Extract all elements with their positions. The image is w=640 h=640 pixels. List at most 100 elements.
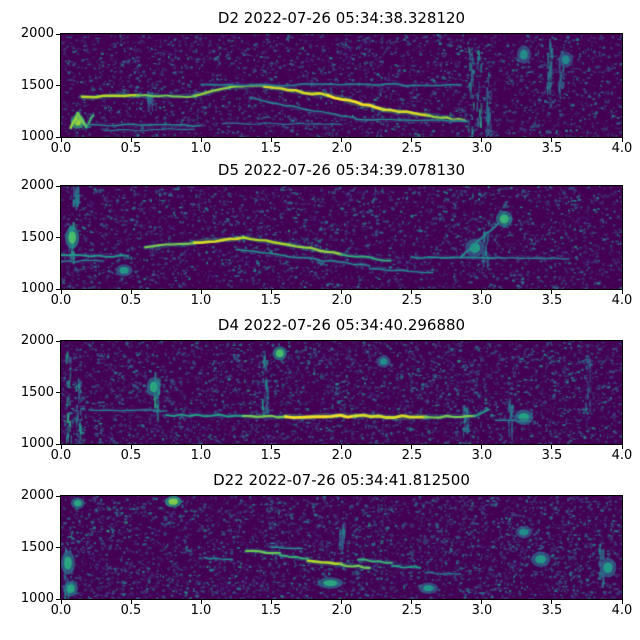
x-tick-mark bbox=[622, 600, 623, 604]
y-tick-label: 1000 bbox=[20, 436, 54, 451]
x-tick-mark bbox=[61, 600, 62, 604]
x-tick-mark bbox=[341, 290, 342, 294]
x-tick-mark bbox=[131, 290, 132, 294]
x-tick-label: 2.5 bbox=[401, 448, 423, 463]
x-tick-label: 0.5 bbox=[120, 448, 142, 463]
y-tick-label: 2000 bbox=[20, 26, 54, 41]
x-tick-label: 1.0 bbox=[190, 293, 212, 308]
subplot-d4: D4 2022-07-26 05:34:40.296880 2000 1500 10… bbox=[0, 316, 640, 468]
y-tick-mark bbox=[56, 599, 60, 600]
x-tick-mark bbox=[622, 445, 623, 449]
subplot-title: D22 2022-07-26 05:34:41.812500 bbox=[213, 471, 470, 489]
x-tick-label: 3.5 bbox=[541, 448, 563, 463]
x-tick-label: 3.0 bbox=[471, 141, 493, 156]
x-tick-label: 3.0 bbox=[471, 603, 493, 618]
x-tick-mark bbox=[481, 445, 482, 449]
y-tick-mark bbox=[56, 392, 60, 393]
x-tick-mark bbox=[622, 290, 623, 294]
x-tick-label: 1.5 bbox=[260, 293, 282, 308]
x-tick-label: 1.0 bbox=[190, 448, 212, 463]
x-tick-mark bbox=[271, 138, 272, 142]
x-tick-label: 0.0 bbox=[50, 603, 72, 618]
y-tick-mark bbox=[56, 186, 60, 187]
x-tick-label: 0.0 bbox=[50, 448, 72, 463]
x-tick-label: 2.0 bbox=[331, 293, 353, 308]
x-tick-label: 4.0 bbox=[611, 448, 633, 463]
spectrogram-plot-area bbox=[60, 33, 623, 138]
x-tick-label: 2.0 bbox=[331, 141, 353, 156]
subplot-d2: D2 2022-07-26 05:34:38.328120 2000 1500 10… bbox=[0, 9, 640, 161]
y-tick-mark bbox=[56, 137, 60, 138]
x-tick-mark bbox=[341, 600, 342, 604]
y-tick-mark bbox=[56, 85, 60, 86]
y-tick-mark bbox=[56, 34, 60, 35]
x-tick-mark bbox=[481, 290, 482, 294]
subplot-d5: D5 2022-07-26 05:34:39.078130 2000 1500 10… bbox=[0, 161, 640, 313]
x-tick-mark bbox=[411, 138, 412, 142]
x-tick-label: 3.5 bbox=[541, 603, 563, 618]
x-tick-mark bbox=[341, 138, 342, 142]
x-tick-mark bbox=[201, 445, 202, 449]
x-tick-mark bbox=[411, 445, 412, 449]
y-tick-label: 2000 bbox=[20, 488, 54, 503]
x-tick-label: 4.0 bbox=[611, 293, 633, 308]
x-tick-mark bbox=[481, 600, 482, 604]
y-tick-label: 1500 bbox=[20, 230, 54, 245]
subplot-title: D5 2022-07-26 05:34:39.078130 bbox=[217, 161, 466, 179]
spectrogram-canvas bbox=[61, 186, 622, 289]
x-tick-mark bbox=[411, 290, 412, 294]
x-tick-mark bbox=[551, 445, 552, 449]
x-tick-label: 2.5 bbox=[401, 603, 423, 618]
x-tick-label: 4.0 bbox=[611, 141, 633, 156]
spectrogram-canvas bbox=[61, 341, 622, 444]
spectrogram-plot-area bbox=[60, 185, 623, 290]
x-tick-mark bbox=[131, 445, 132, 449]
x-tick-mark bbox=[131, 138, 132, 142]
spectrogram-canvas bbox=[61, 496, 622, 599]
spectrogram-plot-area bbox=[60, 495, 623, 600]
spectrogram-plot-area bbox=[60, 340, 623, 445]
x-tick-label: 3.0 bbox=[471, 293, 493, 308]
x-tick-mark bbox=[271, 290, 272, 294]
y-tick-label: 1000 bbox=[20, 129, 54, 144]
x-tick-mark bbox=[341, 445, 342, 449]
x-tick-label: 1.0 bbox=[190, 141, 212, 156]
y-tick-label: 1500 bbox=[20, 385, 54, 400]
x-tick-mark bbox=[201, 290, 202, 294]
subplot-d22: D22 2022-07-26 05:34:41.812500 2000 1500 1… bbox=[0, 471, 640, 623]
x-tick-mark bbox=[551, 290, 552, 294]
spectrogram-canvas bbox=[61, 34, 622, 137]
x-tick-label: 1.5 bbox=[260, 141, 282, 156]
y-tick-mark bbox=[56, 444, 60, 445]
subplot-title: D4 2022-07-26 05:34:40.296880 bbox=[217, 316, 466, 334]
y-tick-mark bbox=[56, 496, 60, 497]
x-tick-label: 3.5 bbox=[541, 141, 563, 156]
y-tick-label: 1000 bbox=[20, 281, 54, 296]
y-tick-mark bbox=[56, 547, 60, 548]
x-tick-label: 3.5 bbox=[541, 293, 563, 308]
y-tick-mark bbox=[56, 341, 60, 342]
subplot-title: D2 2022-07-26 05:34:38.328120 bbox=[217, 9, 466, 27]
x-tick-label: 3.0 bbox=[471, 448, 493, 463]
x-tick-label: 2.5 bbox=[401, 293, 423, 308]
x-tick-mark bbox=[411, 600, 412, 604]
x-tick-label: 0.5 bbox=[120, 141, 142, 156]
x-tick-mark bbox=[201, 600, 202, 604]
x-tick-mark bbox=[551, 138, 552, 142]
x-tick-mark bbox=[201, 138, 202, 142]
y-tick-label: 1000 bbox=[20, 591, 54, 606]
y-tick-label: 2000 bbox=[20, 178, 54, 193]
x-tick-mark bbox=[622, 138, 623, 142]
x-tick-label: 4.0 bbox=[611, 603, 633, 618]
x-tick-mark bbox=[481, 138, 482, 142]
y-tick-mark bbox=[56, 237, 60, 238]
x-tick-mark bbox=[271, 445, 272, 449]
x-tick-label: 1.5 bbox=[260, 448, 282, 463]
x-tick-label: 2.0 bbox=[331, 603, 353, 618]
x-tick-mark bbox=[61, 138, 62, 142]
y-tick-label: 1500 bbox=[20, 540, 54, 555]
x-tick-label: 0.0 bbox=[50, 293, 72, 308]
x-tick-label: 1.5 bbox=[260, 603, 282, 618]
x-tick-label: 2.5 bbox=[401, 141, 423, 156]
